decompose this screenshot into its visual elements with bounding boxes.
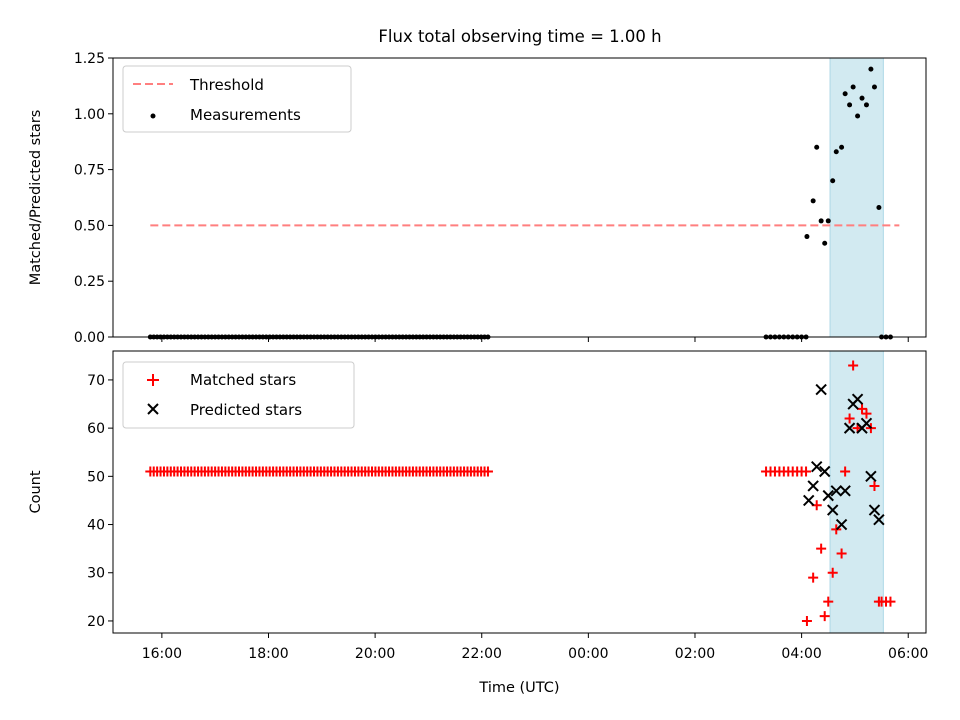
measurement-point bbox=[830, 178, 836, 184]
measurement-point bbox=[871, 84, 877, 90]
count-panel: 20 30 40 50 60 70 16:00 18:00 20:00 22:00 00:00 02:… bbox=[28, 350, 928, 696]
matched-star-marker bbox=[861, 408, 872, 419]
predicted-star-marker bbox=[843, 422, 856, 434]
y-tick-label: 1.25 bbox=[74, 51, 105, 67]
measurement-point bbox=[804, 234, 810, 240]
y-tick-label: 70 bbox=[87, 373, 105, 389]
legend-measurement-swatch bbox=[150, 113, 156, 119]
matched-star-marker bbox=[482, 466, 493, 477]
predicted-star-marker bbox=[819, 465, 831, 478]
legend-threshold-label: Threshold bbox=[189, 76, 264, 94]
measurement-point bbox=[847, 102, 853, 108]
matched-star-marker bbox=[827, 567, 838, 578]
legend-frame bbox=[122, 361, 355, 429]
matched-star-marker bbox=[823, 596, 834, 607]
predicted-star-marker bbox=[807, 480, 819, 492]
matched-star-marker bbox=[831, 524, 842, 535]
matched-star-marker bbox=[848, 360, 859, 371]
legend-matched-swatch bbox=[147, 374, 159, 386]
legend-measurement-label: Measurements bbox=[190, 106, 301, 124]
x-tick-label: 00:00 bbox=[568, 646, 608, 662]
measurement-point bbox=[833, 149, 839, 155]
predicted-star-marker bbox=[830, 485, 842, 497]
y-tick-label: 0.75 bbox=[74, 163, 105, 179]
measurement-point bbox=[825, 218, 831, 224]
measurement-point bbox=[855, 113, 861, 119]
measurement-point bbox=[868, 66, 874, 72]
y-tick-label: 1.00 bbox=[74, 107, 105, 123]
chart-title: Flux total observing time = 1.00 h bbox=[378, 27, 661, 46]
measurement-point bbox=[842, 91, 848, 97]
matched-star-marker bbox=[836, 548, 847, 559]
matched-star-marker bbox=[844, 413, 855, 424]
predicted-star-marker bbox=[839, 485, 851, 497]
x-tick-label: 04:00 bbox=[781, 646, 821, 662]
y-axis-label: Matched/Predicted stars bbox=[28, 110, 44, 286]
predicted-star-marker bbox=[851, 393, 864, 405]
y-tick-label: 30 bbox=[87, 566, 105, 582]
x-axis-label: Time (UTC) bbox=[478, 680, 559, 696]
y-tick-label: 40 bbox=[87, 518, 105, 534]
matched-star-marker bbox=[801, 466, 812, 477]
matched-star-marker bbox=[801, 615, 812, 626]
measurement-point bbox=[814, 144, 820, 150]
predicted-star-marker bbox=[868, 504, 881, 516]
x-tick-label: 20:00 bbox=[355, 646, 395, 662]
measurement-point bbox=[839, 144, 845, 150]
x-tick-label: 18:00 bbox=[248, 646, 288, 662]
axes-frame bbox=[112, 350, 927, 634]
matched-star-marker bbox=[857, 403, 868, 414]
y-tick-label: 0.00 bbox=[74, 330, 105, 346]
matched-star-marker bbox=[816, 543, 827, 554]
observing-window-span bbox=[829, 57, 884, 338]
predicted-star-marker bbox=[835, 518, 848, 531]
matched-star-marker bbox=[819, 611, 830, 622]
predicted-star-marker bbox=[860, 417, 873, 430]
ratio-legend: Threshold Measurements bbox=[122, 65, 352, 133]
legend-frame bbox=[122, 65, 352, 133]
predicted-star-marker bbox=[865, 470, 877, 483]
x-tick-label: 22:00 bbox=[462, 646, 502, 662]
measurement-point bbox=[876, 205, 882, 211]
matched-star-marker bbox=[869, 480, 880, 491]
predicted-star-marker bbox=[873, 514, 885, 526]
predicted-star-marker bbox=[815, 383, 827, 396]
x-tick-label: 16:00 bbox=[142, 646, 182, 662]
y-tick-label: 0.25 bbox=[74, 274, 105, 290]
legend-predicted-label: Predicted stars bbox=[190, 401, 302, 419]
predicted-star-marker bbox=[822, 489, 834, 502]
predicted-star-marker bbox=[826, 504, 839, 516]
x-tick-label: 06:00 bbox=[888, 646, 928, 662]
measurement-point bbox=[818, 218, 824, 224]
measurement-point bbox=[822, 240, 828, 246]
matched-star-marker bbox=[885, 596, 896, 607]
legend-predicted-swatch bbox=[147, 403, 159, 415]
y-axis-label: Count bbox=[28, 470, 44, 513]
measurement-point bbox=[810, 198, 816, 204]
y-tick-label: 50 bbox=[87, 469, 105, 485]
matched-star-marker bbox=[808, 572, 819, 583]
measurement-point bbox=[859, 95, 865, 101]
measurement-point bbox=[850, 84, 856, 90]
matched-star-marker bbox=[840, 466, 851, 477]
axes-frame bbox=[112, 57, 927, 338]
measurement-point bbox=[863, 102, 869, 108]
y-tick-label: 0.50 bbox=[74, 218, 105, 234]
y-tick-label: 60 bbox=[87, 421, 105, 437]
predicted-star-marker bbox=[811, 460, 823, 473]
x-tick-label: 02:00 bbox=[675, 646, 715, 662]
ratio-panel: 0.00 0.25 0.50 0.75 1.00 1.25 Matched/Predicte… bbox=[28, 51, 927, 346]
predicted-star-marker bbox=[803, 494, 815, 507]
y-tick-label: 20 bbox=[87, 614, 105, 630]
legend-matched-label: Matched stars bbox=[190, 371, 296, 389]
count-legend: Matched stars Predicted stars bbox=[122, 361, 355, 429]
